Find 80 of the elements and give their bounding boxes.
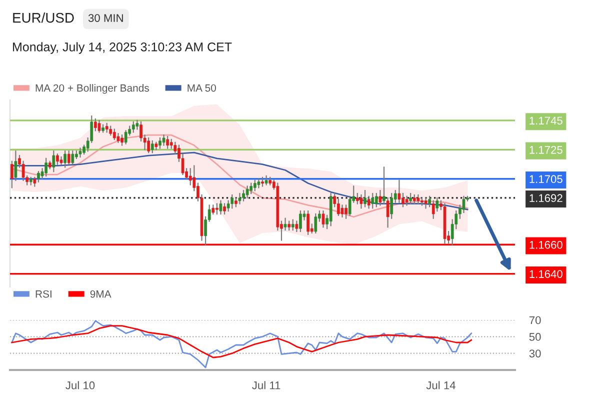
- candlestick: [364, 190, 366, 208]
- candlestick: [98, 120, 101, 133]
- candlestick: [402, 192, 404, 208]
- y-tick-label: 1.1745: [530, 116, 562, 125]
- x-tick-label: Jul 10: [66, 381, 95, 390]
- chart-title: EUR/USD: [13, 12, 74, 23]
- candlestick: [291, 219, 294, 231]
- candlestick: [238, 192, 242, 204]
- candlestick: [432, 200, 435, 219]
- legend-label: MA 50: [188, 84, 216, 92]
- candlestick: [371, 192, 374, 209]
- candlestick: [37, 171, 40, 182]
- candlestick: [132, 121, 135, 133]
- candlestick: [136, 120, 139, 130]
- candlestick: [374, 192, 378, 208]
- candlestick: [257, 178, 260, 188]
- candlestick: [398, 180, 401, 203]
- candlestick: [242, 190, 245, 202]
- candlestick: [322, 210, 325, 228]
- y-tick-label: 30: [529, 350, 541, 358]
- candlestick: [428, 196, 431, 208]
- line-series: [11, 320, 472, 368]
- candlestick: [405, 196, 408, 206]
- x-tick-label: Jul 11: [252, 381, 280, 390]
- candlestick: [230, 194, 234, 209]
- candlestick: [174, 142, 177, 155]
- candlestick: [356, 192, 359, 204]
- line-series: [11, 134, 468, 218]
- candlestick: [299, 210, 302, 232]
- candlestick: [250, 182, 253, 194]
- y-tick-label: 70: [529, 316, 541, 324]
- candlestick: [150, 140, 154, 154]
- candlestick: [67, 150, 70, 165]
- candlestick: [295, 220, 298, 232]
- candlestick: [56, 154, 59, 165]
- candlestick: [306, 210, 310, 235]
- candlestick: [409, 192, 412, 204]
- candlestick: [223, 203, 226, 215]
- candlestick: [360, 194, 363, 209]
- candlestick: [367, 196, 370, 209]
- candlestick: [337, 198, 340, 216]
- candlestick: [112, 128, 116, 140]
- candlestick: [158, 137, 162, 149]
- y-tick-label: 50: [529, 332, 541, 341]
- legend-label: 9MA: [90, 290, 112, 298]
- candlestick: [378, 190, 382, 206]
- candlestick: [52, 150, 56, 172]
- chart-subtitle: Monday, July 14, 2025 3:10:23 AM CET: [13, 42, 232, 54]
- candlestick: [284, 218, 287, 231]
- candlestick: [44, 158, 48, 177]
- y-tick-label: 1.1725: [530, 146, 562, 154]
- candlestick: [216, 203, 218, 215]
- line-series: [11, 152, 468, 210]
- candlestick: [246, 186, 249, 198]
- candlestick: [64, 150, 66, 168]
- y-tick-label: 1.1705: [530, 175, 562, 184]
- candlestick: [60, 156, 63, 165]
- x-tick-label: Jul 14: [426, 381, 456, 390]
- y-tick-label: 1.1660: [530, 240, 562, 249]
- candlestick: [253, 180, 256, 192]
- y-tick-label: 1.1692: [530, 194, 562, 202]
- candlestick: [340, 204, 344, 218]
- candlestick: [94, 118, 97, 132]
- text: 30 MIN: [88, 14, 123, 22]
- candlestick: [71, 150, 74, 165]
- candlestick: [166, 136, 169, 149]
- legend-label: RSI: [36, 290, 52, 298]
- candlestick: [314, 213, 318, 234]
- candlestick: [264, 175, 268, 186]
- candlestick: [219, 200, 222, 215]
- candlestick: [424, 197, 428, 209]
- line-series: [11, 325, 472, 358]
- y-tick-label: 1.1640: [530, 270, 562, 278]
- candlestick: [120, 134, 124, 146]
- candlestick: [147, 137, 150, 154]
- legend-label: MA 20 + Bollinger Bands: [36, 84, 149, 94]
- candlestick: [344, 204, 348, 219]
- candlestick: [162, 134, 166, 146]
- candlestick: [386, 197, 390, 228]
- candlestick: [78, 148, 82, 158]
